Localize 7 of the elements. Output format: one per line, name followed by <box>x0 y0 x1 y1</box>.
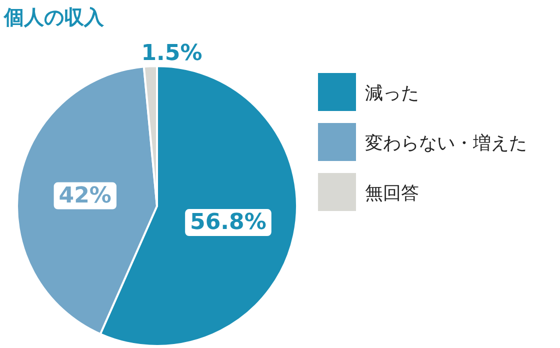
data-label: 1.5% <box>141 41 202 66</box>
data-label: 56.8% <box>190 210 266 236</box>
chart-title: 個人の収入 <box>3 5 105 29</box>
legend-label: 変わらない・増えた <box>365 133 527 154</box>
legend-label: 減った <box>365 83 419 104</box>
legend-label: 無回答 <box>365 183 419 204</box>
data-label: 42% <box>58 183 112 208</box>
